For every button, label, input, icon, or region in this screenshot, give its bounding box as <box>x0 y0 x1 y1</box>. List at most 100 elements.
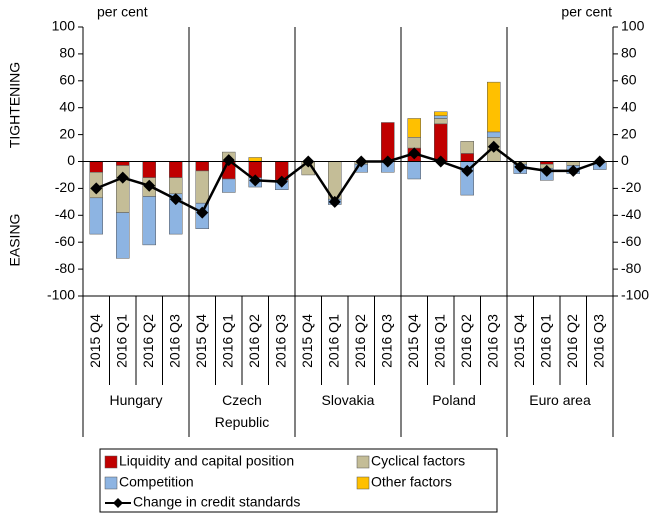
y2-tick-label: 20 <box>621 125 637 141</box>
group-label: Poland <box>432 392 476 408</box>
line-marker <box>514 160 527 173</box>
line-marker <box>302 155 315 168</box>
x-tick-label: 2016 Q3 <box>484 314 500 368</box>
y-label-bottom: EASING <box>7 214 23 267</box>
y2-tick-label: 80 <box>621 45 637 61</box>
x-tick-label: 2016 Q2 <box>564 314 580 368</box>
line-series <box>95 145 601 215</box>
bar-segment <box>169 161 183 178</box>
bar-segment <box>434 118 448 125</box>
x-tick-label: 2015 Q4 <box>405 314 421 368</box>
bar-segment <box>407 118 421 138</box>
x-tick-label: 2016 Q2 <box>352 314 368 368</box>
x-tick-label: 2016 Q2 <box>246 314 262 368</box>
x-tick-label: 2015 Q4 <box>193 314 209 368</box>
line-marker <box>90 182 103 195</box>
y2-tick-label: 0 <box>621 152 629 168</box>
legend-label: Competition <box>119 474 194 490</box>
bar-segment <box>89 197 103 235</box>
line-marker <box>487 140 500 153</box>
legend-swatch <box>104 455 118 469</box>
group-label: Slovakia <box>321 392 375 408</box>
legend-swatch <box>356 455 370 469</box>
group-label: Czech Republic <box>214 392 270 430</box>
y2-tick-label: -60 <box>621 233 641 249</box>
y-tick-label: -60 <box>55 233 75 249</box>
x-tick-label: 2016 Q3 <box>378 314 394 368</box>
legend-label: Cyclical factors <box>371 453 465 469</box>
bar-segment <box>195 170 209 204</box>
line-marker <box>434 155 447 168</box>
x-tick-label: 2016 Q1 <box>219 314 235 368</box>
y2-tick-label: -40 <box>621 206 641 222</box>
legend-swatch <box>356 476 370 490</box>
line-marker <box>408 147 421 160</box>
x-tick-label: 2016 Q3 <box>590 314 606 368</box>
line-marker <box>461 164 474 177</box>
bar-segment <box>116 212 130 259</box>
y2-unit: per cent <box>561 4 612 20</box>
y2-tick-label: -80 <box>621 260 641 276</box>
bar-segment <box>195 161 209 172</box>
y-tick-label: 80 <box>59 45 75 61</box>
y-tick-label: -100 <box>47 287 75 303</box>
line-marker <box>249 174 262 187</box>
x-tick-label: 2016 Q2 <box>140 314 156 368</box>
x-tick-label: 2016 Q1 <box>325 314 341 368</box>
y-tick-label: 20 <box>59 125 75 141</box>
y-label-top: TIGHTENING <box>7 62 23 148</box>
y2-tick-label: 40 <box>621 98 637 114</box>
bar-segment <box>169 177 183 195</box>
y-tick-label: 60 <box>59 72 75 88</box>
x-tick-label: 2016 Q2 <box>458 314 474 368</box>
y-tick-label: -80 <box>55 260 75 276</box>
legend-label: Change in credit standards <box>133 494 300 510</box>
y-tick-label: -20 <box>55 179 75 195</box>
line-marker <box>222 154 235 167</box>
bar-segment <box>407 161 421 180</box>
legend-marker <box>113 498 123 508</box>
legend-swatch <box>104 476 118 490</box>
bar-segment <box>487 81 501 133</box>
line-marker <box>169 193 182 206</box>
y2-tick-label: 60 <box>621 72 637 88</box>
y2-tick-label: 100 <box>621 18 645 34</box>
x-tick-label: 2015 Q4 <box>87 314 103 368</box>
bar-segment <box>434 111 448 117</box>
bar-segment <box>222 178 236 193</box>
line-marker <box>567 164 580 177</box>
legend-label: Liquidity and capital position <box>119 453 294 469</box>
bar-segment <box>487 131 501 138</box>
y-unit: per cent <box>97 4 148 20</box>
bar-segment <box>460 141 474 154</box>
line-marker <box>275 175 288 188</box>
group-label: Euro area <box>529 392 591 408</box>
line-marker <box>355 155 368 168</box>
bar-segment <box>142 161 156 178</box>
group-label: Hungary <box>109 392 163 408</box>
y-tick-label: -40 <box>55 206 75 222</box>
line-marker <box>540 164 553 177</box>
x-tick-label: 2016 Q3 <box>272 314 288 368</box>
line-marker <box>328 195 341 208</box>
y-tick-label: 100 <box>52 18 76 34</box>
line-marker <box>143 179 156 192</box>
x-tick-label: 2016 Q1 <box>537 314 553 368</box>
line-marker <box>381 155 394 168</box>
y-tick-label: 40 <box>59 98 75 114</box>
bar-segment <box>434 115 448 119</box>
x-tick-label: 2015 Q4 <box>511 314 527 368</box>
y-tick-label: 0 <box>67 152 75 168</box>
bar-segment <box>89 161 103 173</box>
bar-segment <box>460 153 474 162</box>
x-tick-label: 2015 Q4 <box>299 314 315 368</box>
line-marker <box>196 206 209 219</box>
x-tick-label: 2016 Q1 <box>113 314 129 368</box>
line-marker <box>593 155 606 168</box>
legend-label: Other factors <box>371 474 452 490</box>
line-marker <box>116 171 129 184</box>
bar-segment <box>248 157 262 162</box>
bar-segment <box>142 196 156 246</box>
